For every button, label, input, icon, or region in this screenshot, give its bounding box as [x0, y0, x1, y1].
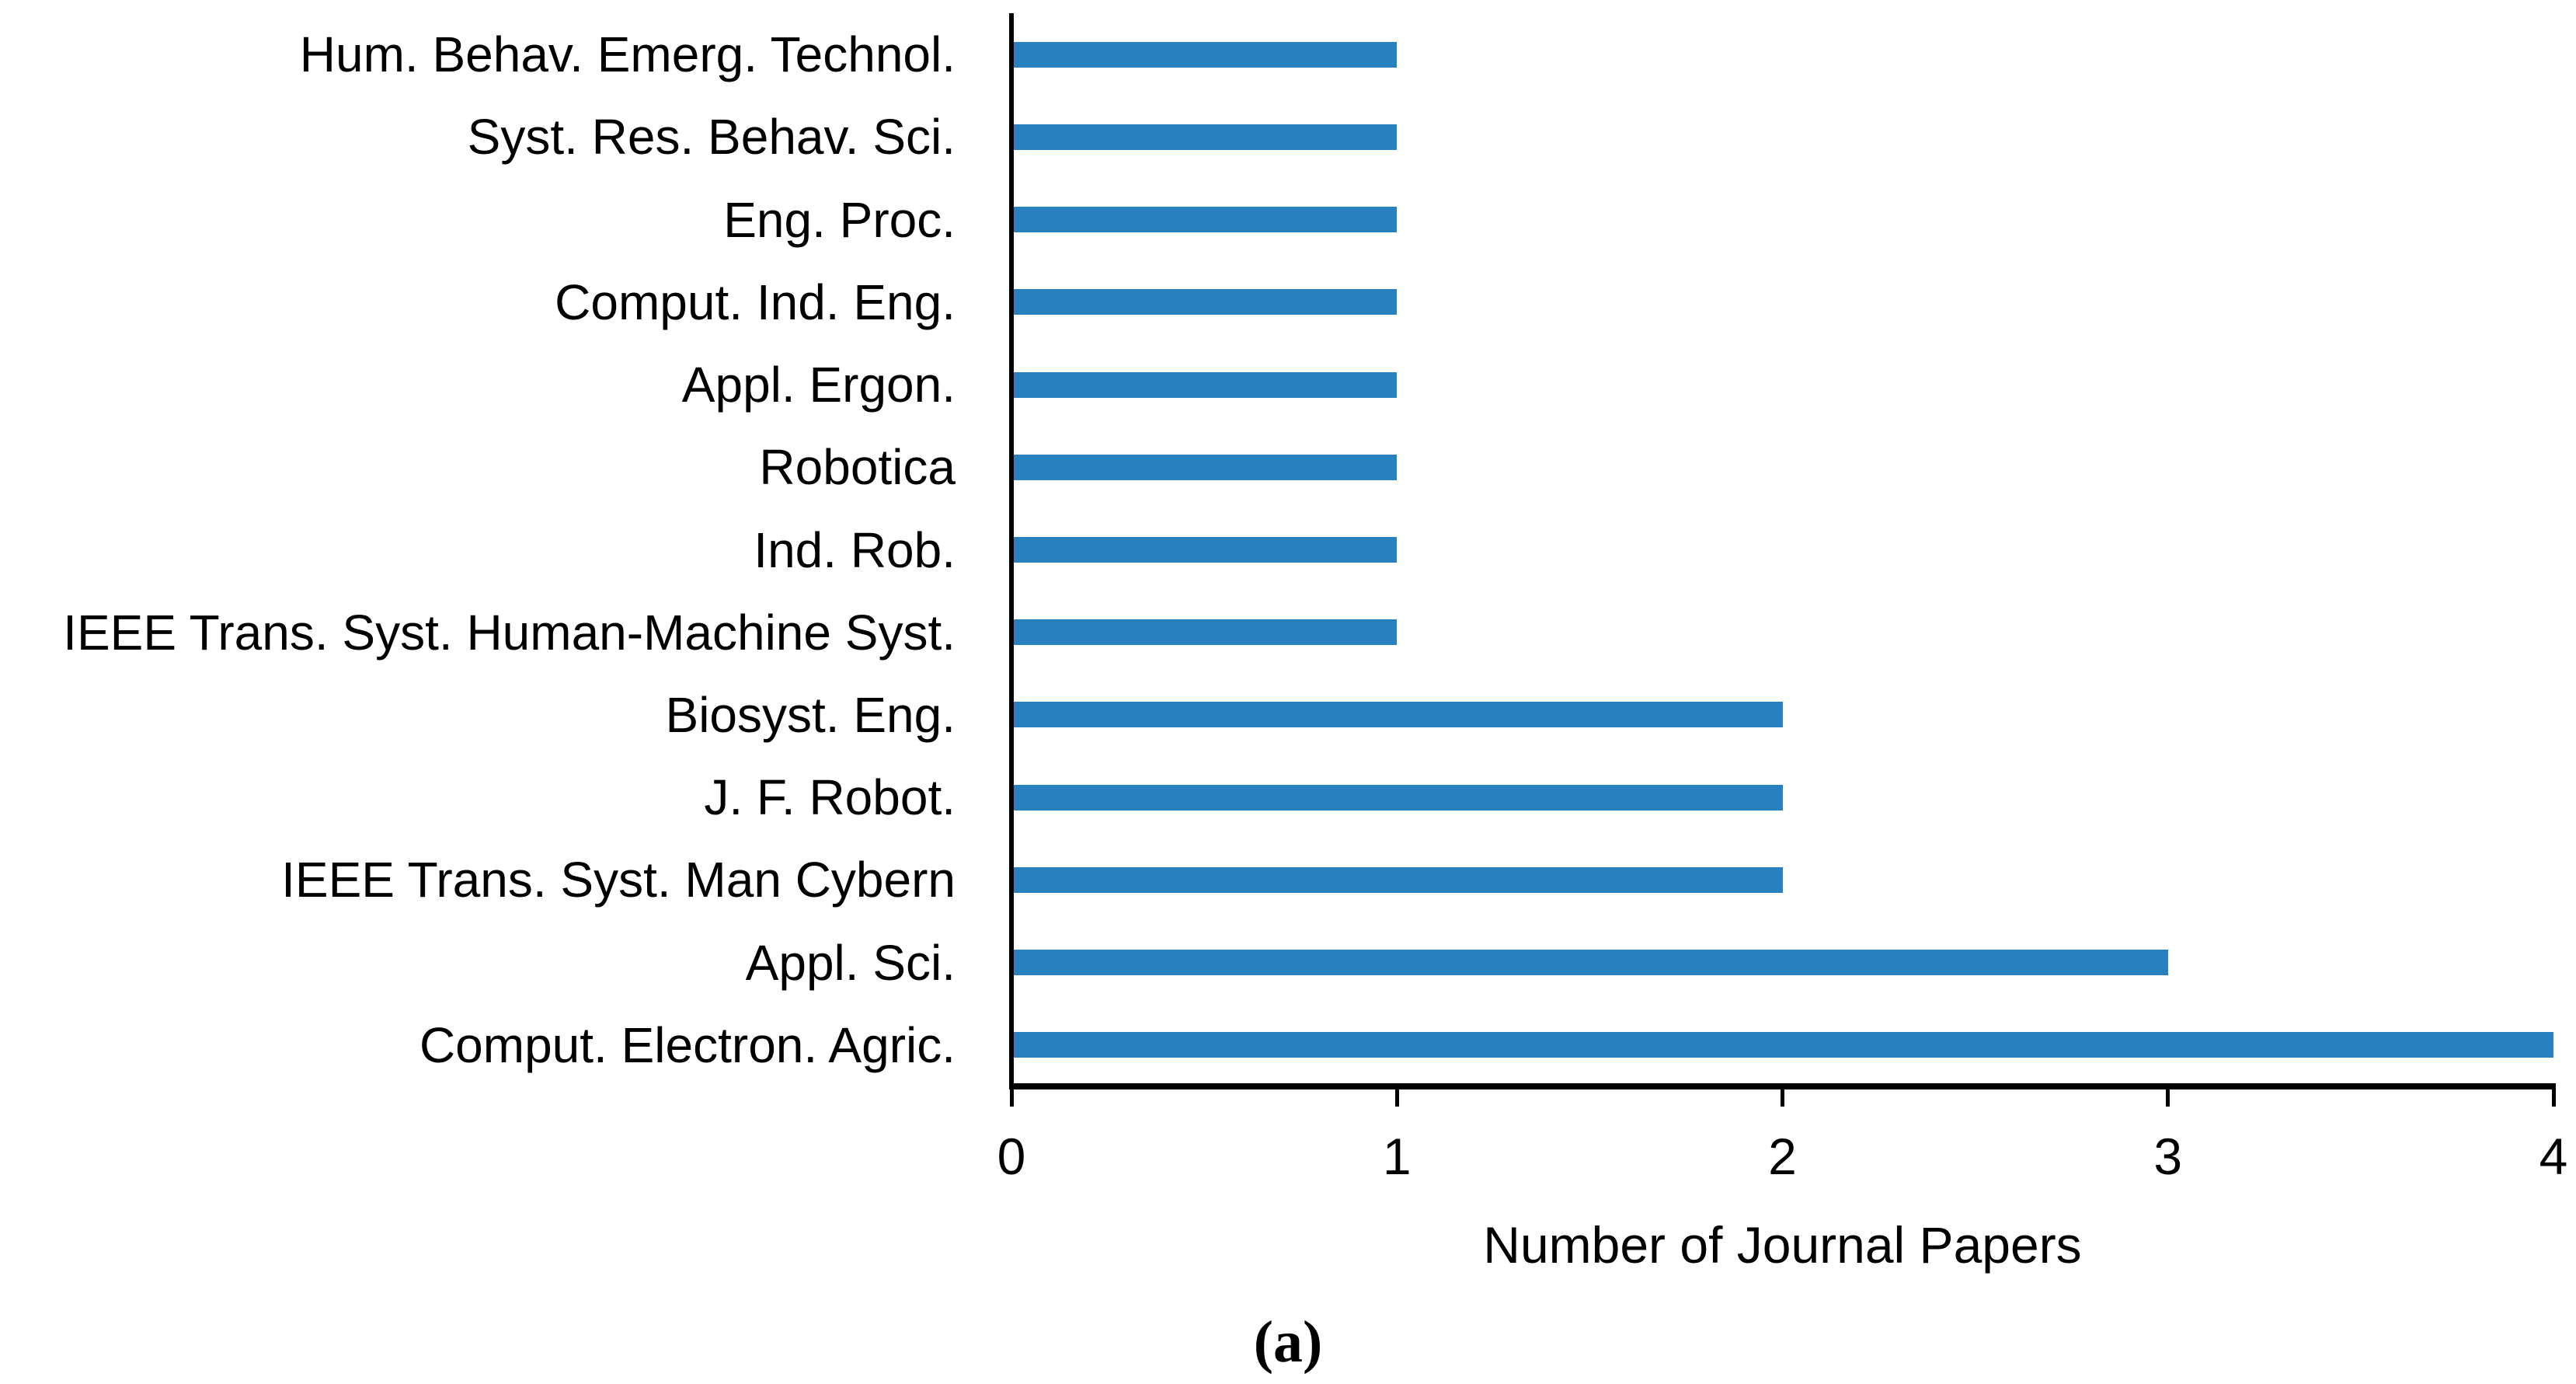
x-tick: [1394, 1089, 1399, 1107]
x-axis-title: Number of Journal Papers: [1483, 1216, 2082, 1274]
x-tick: [2166, 1089, 2170, 1107]
bar: [1014, 289, 1398, 315]
category-label: Ind. Rob.: [754, 521, 956, 578]
category-label: Hum. Behav. Emerg. Technol.: [299, 26, 956, 83]
bar: [1014, 454, 1398, 480]
category-label: J. F. Robot.: [704, 769, 956, 826]
category-label: IEEE Trans. Syst. Man Cybern: [281, 852, 956, 908]
x-tick: [1781, 1089, 1784, 1107]
category-label: Biosyst. Eng.: [665, 686, 956, 743]
bar: [1014, 537, 1398, 563]
bar: [1014, 41, 1398, 68]
bar: [1014, 371, 1398, 398]
category-label: Robotica: [759, 439, 956, 496]
bar: [1014, 207, 1398, 233]
bar: [1014, 619, 1398, 646]
x-tick-label: 2: [1768, 1128, 1797, 1185]
bar: [1014, 124, 1398, 150]
category-label: Comput. Electron. Agric.: [419, 1016, 956, 1073]
bar: [1014, 784, 1783, 811]
x-tick: [2551, 1089, 2556, 1107]
category-label: Syst. Res. Behav. Sci.: [467, 109, 956, 166]
subfigure-caption: (a): [1253, 1309, 1323, 1375]
category-label: Comput. Ind. Eng.: [555, 274, 956, 330]
bar: [1014, 950, 2168, 976]
x-tick: [1009, 1089, 1014, 1107]
category-label: Appl. Ergon.: [681, 357, 956, 413]
category-label: Eng. Proc.: [723, 191, 956, 248]
x-tick-label: 3: [2153, 1128, 2183, 1185]
category-label: Appl. Sci.: [745, 934, 956, 991]
bar: [1014, 1032, 2553, 1058]
x-axis-line: [1009, 1083, 2556, 1089]
y-axis-line: [1009, 13, 1014, 1089]
bar: [1014, 866, 1783, 893]
bar: [1014, 702, 1783, 728]
x-tick-label: 4: [2539, 1128, 2568, 1185]
x-tick-label: 1: [1382, 1128, 1412, 1185]
x-tick-label: 0: [997, 1128, 1026, 1185]
category-label: IEEE Trans. Syst. Human-Machine Syst.: [63, 604, 956, 661]
